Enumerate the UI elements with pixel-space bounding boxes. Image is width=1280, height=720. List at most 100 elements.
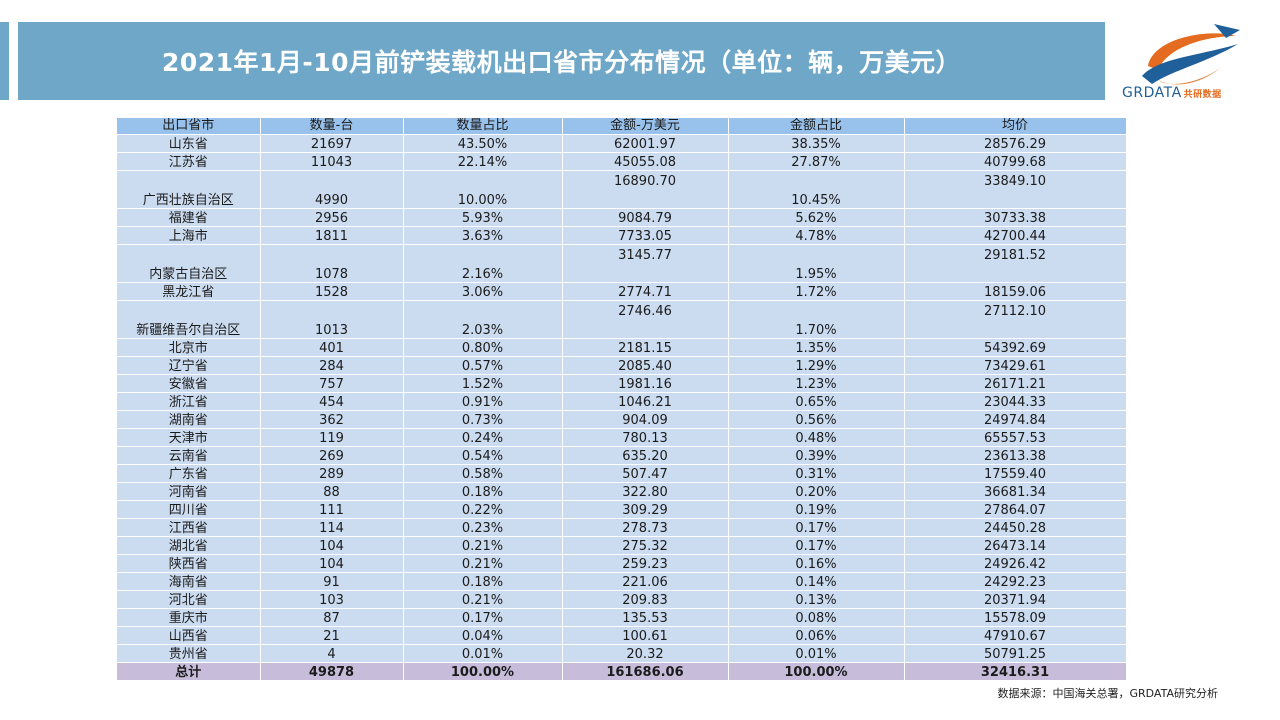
table-row: 福建省 2956 5.93% 9084.79 5.62% 30733.38 <box>117 208 1127 227</box>
cell-qty-share: 43.50% <box>403 134 563 153</box>
cell-qty-share: 0.18% <box>403 572 563 591</box>
cell-qty: 4 <box>260 644 404 663</box>
cell-avg-price: 24974.84 <box>904 410 1127 429</box>
cell-qty: 104 <box>260 536 404 555</box>
cell-qty: 103 <box>260 590 404 609</box>
cell-amount-share: 1.29% <box>728 356 905 375</box>
cell-avg-price: 26473.14 <box>904 536 1127 555</box>
cell-amount-share: 0.31% <box>728 464 905 483</box>
cell-qty-share: 0.23% <box>403 518 563 537</box>
cell-qty-share: 0.91% <box>403 392 563 411</box>
cell-qty-share: 1.52% <box>403 374 563 393</box>
cell-province: 河北省 <box>117 590 261 609</box>
total-amount: 161686.06 <box>562 662 729 681</box>
cell-province: 江西省 <box>117 518 261 537</box>
table-row: 重庆市 87 0.17% 135.53 0.08% 15578.09 <box>117 608 1127 627</box>
left-accent-bar <box>0 22 9 100</box>
header-qty: 数量-台 <box>260 118 404 135</box>
cell-qty: 1811 <box>260 226 404 245</box>
cell-amount-share: 1.72% <box>728 282 905 301</box>
cell-amount-share: 1.23% <box>728 374 905 393</box>
cell-qty-share: 0.24% <box>403 428 563 447</box>
cell-avg-price: 29181.52 <box>904 244 1127 283</box>
cell-province: 陕西省 <box>117 554 261 573</box>
cell-amount: 259.23 <box>562 554 729 573</box>
cell-qty-share: 3.63% <box>403 226 563 245</box>
cell-province: 湖北省 <box>117 536 261 555</box>
cell-qty-share: 0.18% <box>403 482 563 501</box>
logo-wordmark: GRDATA 共研数据 <box>1122 85 1222 101</box>
logo-text: GRDATA <box>1122 85 1182 101</box>
cell-qty-share: 0.22% <box>403 500 563 519</box>
table-row: 贵州省 4 0.01% 20.32 0.01% 50791.25 <box>117 644 1127 663</box>
cell-avg-price: 27864.07 <box>904 500 1127 519</box>
cell-qty-share: 5.93% <box>403 208 563 227</box>
cell-amount: 635.20 <box>562 446 729 465</box>
cell-amount: 2085.40 <box>562 356 729 375</box>
cell-avg-price: 30733.38 <box>904 208 1127 227</box>
table-row: 陕西省 104 0.21% 259.23 0.16% 24926.42 <box>117 554 1127 573</box>
table-row: 北京市 401 0.80% 2181.15 1.35% 54392.69 <box>117 338 1127 357</box>
cell-avg-price: 24450.28 <box>904 518 1127 537</box>
cell-province: 内蒙古自治区 <box>117 244 261 283</box>
cell-province: 湖南省 <box>117 410 261 429</box>
cell-province: 云南省 <box>117 446 261 465</box>
cell-avg-price: 73429.61 <box>904 356 1127 375</box>
header-amount: 金额-万美元 <box>562 118 729 135</box>
cell-avg-price: 23044.33 <box>904 392 1127 411</box>
cell-qty: 119 <box>260 428 404 447</box>
table-row: 安徽省 757 1.52% 1981.16 1.23% 26171.21 <box>117 374 1127 393</box>
table-row: 海南省 91 0.18% 221.06 0.14% 24292.23 <box>117 572 1127 591</box>
cell-province: 江苏省 <box>117 152 261 171</box>
cell-qty-share: 2.16% <box>403 244 563 283</box>
total-label: 总计 <box>117 662 261 681</box>
cell-amount-share: 0.56% <box>728 410 905 429</box>
cell-qty: 21697 <box>260 134 404 153</box>
cell-amount: 45055.08 <box>562 152 729 171</box>
cell-avg-price: 33849.10 <box>904 170 1127 209</box>
cell-qty-share: 0.21% <box>403 536 563 555</box>
cell-qty: 2956 <box>260 208 404 227</box>
cell-province: 四川省 <box>117 500 261 519</box>
cell-qty: 114 <box>260 518 404 537</box>
cell-amount: 2774.71 <box>562 282 729 301</box>
cell-qty: 91 <box>260 572 404 591</box>
cell-amount-share: 10.45% <box>728 170 905 209</box>
cell-amount-share: 0.13% <box>728 590 905 609</box>
cell-amount-share: 0.16% <box>728 554 905 573</box>
page-title: 2021年1月-10月前铲装载机出口省市分布情况（单位：辆，万美元） <box>161 48 962 77</box>
cell-amount: 507.47 <box>562 464 729 483</box>
cell-avg-price: 40799.68 <box>904 152 1127 171</box>
cell-qty-share: 0.57% <box>403 356 563 375</box>
cell-province: 辽宁省 <box>117 356 261 375</box>
cell-qty-share: 0.21% <box>403 554 563 573</box>
cell-amount-share: 0.08% <box>728 608 905 627</box>
cell-province: 天津市 <box>117 428 261 447</box>
table-row: 天津市 119 0.24% 780.13 0.48% 65557.53 <box>117 428 1127 447</box>
cell-avg-price: 18159.06 <box>904 282 1127 301</box>
header-amount-share: 金额占比 <box>728 118 905 135</box>
cell-qty-share: 0.01% <box>403 644 563 663</box>
cell-qty: 401 <box>260 338 404 357</box>
cell-qty-share: 10.00% <box>403 170 563 209</box>
cell-qty: 362 <box>260 410 404 429</box>
cell-avg-price: 47910.67 <box>904 626 1127 645</box>
total-qty: 49878 <box>260 662 404 681</box>
cell-amount: 904.09 <box>562 410 729 429</box>
cell-qty: 87 <box>260 608 404 627</box>
cell-qty-share: 22.14% <box>403 152 563 171</box>
cell-amount-share: 1.70% <box>728 300 905 339</box>
table-row: 浙江省 454 0.91% 1046.21 0.65% 23044.33 <box>117 392 1127 411</box>
cell-amount: 780.13 <box>562 428 729 447</box>
cell-amount-share: 1.35% <box>728 338 905 357</box>
cell-province: 黑龙江省 <box>117 282 261 301</box>
cell-qty-share: 0.21% <box>403 590 563 609</box>
cell-qty: 284 <box>260 356 404 375</box>
cell-amount: 100.61 <box>562 626 729 645</box>
cell-amount-share: 0.19% <box>728 500 905 519</box>
cell-qty: 1078 <box>260 244 404 283</box>
cell-amount-share: 0.14% <box>728 572 905 591</box>
cell-amount: 7733.05 <box>562 226 729 245</box>
table-row: 云南省 269 0.54% 635.20 0.39% 23613.38 <box>117 446 1127 465</box>
cell-qty: 11043 <box>260 152 404 171</box>
